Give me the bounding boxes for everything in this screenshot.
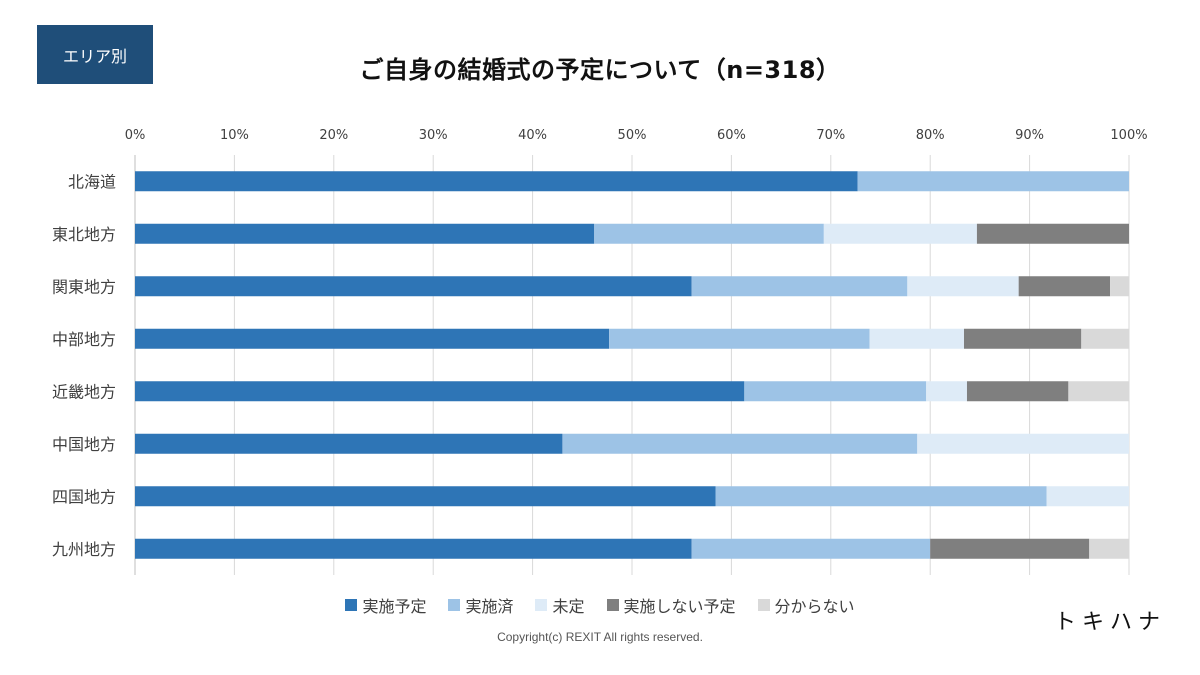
bar-segment <box>135 171 858 192</box>
category-label: 関東地方 <box>52 277 116 296</box>
legend-label-undecided: 未定 <box>552 597 585 616</box>
legend-swatch-not-planned <box>606 599 619 611</box>
bar-segment <box>1068 381 1129 402</box>
x-tick-label: 10% <box>220 128 249 143</box>
bar-segment <box>1046 486 1129 507</box>
category-label: 四国地方 <box>52 487 116 506</box>
bar-segment <box>135 276 692 297</box>
bar-segment <box>135 328 610 349</box>
category-label: 北海道 <box>68 172 116 191</box>
bar-segment <box>926 381 967 402</box>
bar-segment <box>917 433 1129 454</box>
bar-segment <box>135 381 745 402</box>
bar-segment <box>976 223 1129 244</box>
bar-segment <box>135 486 716 507</box>
x-tick-label: 30% <box>419 128 448 143</box>
x-tick-label: 50% <box>618 128 647 143</box>
bar-segment <box>562 433 918 454</box>
x-tick-label: 0% <box>125 128 146 143</box>
bar-segment <box>135 223 595 244</box>
x-tick-label: 100% <box>1110 128 1147 143</box>
legend-item-unknown: 分からない <box>757 593 855 617</box>
legend-item-not-planned: 実施しない予定 <box>606 593 736 617</box>
bar-segment <box>823 223 977 244</box>
category-label: 九州地方 <box>52 540 116 559</box>
bar-segment <box>135 538 692 559</box>
legend-item-undecided: 未定 <box>535 593 585 617</box>
bar-segment <box>869 328 964 349</box>
legend-swatch-done <box>448 599 461 611</box>
bar-segment <box>691 276 908 297</box>
category-label: 中部地方 <box>52 330 116 349</box>
legend-label-unknown: 分からない <box>774 597 855 616</box>
legend-swatch-planned <box>345 599 358 611</box>
legend-label-done: 実施済 <box>465 597 514 616</box>
bar-segment <box>744 381 927 402</box>
category-label: 中国地方 <box>52 435 116 454</box>
chart-legend: 実施予定 実施済 未定 実施しない予定 分からない <box>0 593 1200 617</box>
bar-segment <box>857 171 1129 192</box>
bar-segment <box>963 328 1082 349</box>
category-label: 東北地方 <box>52 225 116 244</box>
legend-label-not-planned: 実施しない予定 <box>623 597 736 616</box>
bar-segment <box>715 486 1047 507</box>
x-tick-label: 90% <box>1015 128 1044 143</box>
bar-segment <box>1110 276 1129 297</box>
bar-segment <box>1081 328 1129 349</box>
legend-swatch-undecided <box>535 599 548 611</box>
x-tick-label: 70% <box>816 128 845 143</box>
x-tick-label: 20% <box>319 128 348 143</box>
bar-segment <box>966 381 1069 402</box>
copyright-text: Copyright(c) REXIT All rights reserved. <box>497 630 703 644</box>
bar-segment <box>1089 538 1129 559</box>
bar-segment <box>930 538 1090 559</box>
bar-segment <box>691 538 931 559</box>
legend-item-planned: 実施予定 <box>345 593 426 617</box>
bar-segment <box>907 276 1019 297</box>
bar-segment <box>135 433 563 454</box>
chart-title: ご自身の結婚式の予定について（n=318） <box>359 56 841 84</box>
x-tick-label: 60% <box>717 128 746 143</box>
tokihana-logo: トキハナ <box>1054 610 1167 635</box>
legend-swatch-unknown <box>757 599 770 611</box>
x-tick-label: 40% <box>518 128 547 143</box>
legend-label-planned: 実施予定 <box>362 597 427 616</box>
bar-segment <box>1018 276 1111 297</box>
legend-item-done: 実施済 <box>448 593 513 617</box>
stacked-bar-chart: 0% 10% 20% 30% 40% 50% 60% 70% 80% 90% 100% 北海道東北地方… <box>52 128 1148 575</box>
area-badge: エリア別 <box>37 25 153 84</box>
category-label: 近畿地方 <box>52 382 116 401</box>
x-tick-label: 80% <box>916 128 945 143</box>
bar-segment <box>609 328 870 349</box>
bar-segment <box>594 223 824 244</box>
